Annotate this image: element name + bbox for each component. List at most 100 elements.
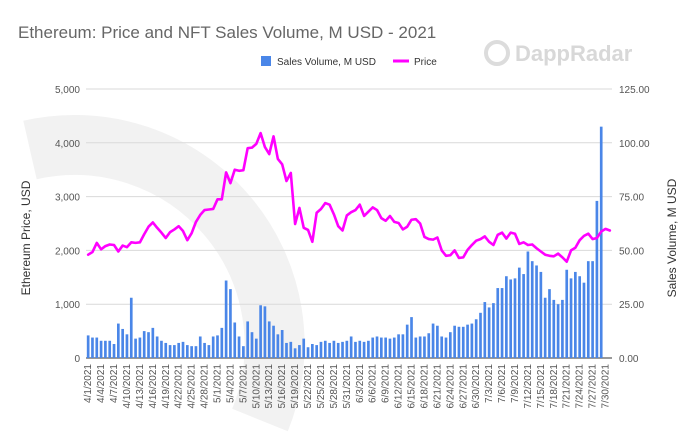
x-tick-label: 5/13/2021 [264,364,275,409]
sales-bar [129,297,133,358]
x-tick-label: 7/15/2021 [536,364,547,409]
sales-bar [354,341,357,358]
sales-bar [345,340,349,358]
x-tick-label: 6/15/2021 [407,364,418,409]
watermark: DappRadar [23,40,633,432]
sales-bar [298,345,301,358]
sales-bar [341,341,344,358]
x-tick-label: 7/27/2021 [588,364,599,409]
sales-bar [116,323,120,358]
sales-bar [147,332,150,358]
sales-bar [160,340,163,358]
price-series-line [86,131,612,264]
sales-bar [285,342,288,358]
sales-bar [203,342,206,358]
sales-bar [509,279,513,358]
y-right-tick-label: 125.00 [619,85,650,96]
x-tick-label: 6/21/2021 [432,364,443,409]
sales-bar [336,342,340,358]
sales-bar [375,336,379,358]
sales-volume-bars [86,126,603,358]
sales-bar [349,336,353,358]
x-tick-label: 6/27/2021 [458,364,469,409]
sales-bar [410,317,413,358]
sales-bar [440,336,444,358]
sales-bar [272,325,275,358]
chart-title: Ethereum: Price and NFT Sales Volume, M … [18,23,436,42]
sales-bar [276,334,280,358]
x-tick-label: 6/24/2021 [445,364,456,409]
x-tick-label: 5/19/2021 [290,364,301,409]
x-tick-label: 4/1/2021 [83,364,94,403]
sales-bar [237,336,241,358]
sales-bar [565,269,569,358]
sales-bar [155,336,159,358]
sales-bar [293,348,297,358]
sales-bar [185,345,189,358]
sales-bar [431,323,435,358]
sales-bar [569,278,573,358]
sales-bar [496,288,500,358]
sales-bar [173,345,176,358]
sales-bar [168,345,172,358]
sales-bar [392,337,396,358]
sales-bar [513,278,517,358]
legend-label-price: Price [414,57,437,68]
price-line [86,131,612,264]
sales-bar [332,340,336,358]
sales-bar [487,307,491,358]
x-tick-label: 4/7/2021 [109,364,120,403]
x-tick-label: 5/25/2021 [316,364,327,409]
sales-bar [423,336,426,358]
sales-bar [448,332,452,358]
sales-bar [379,337,383,358]
x-tick-label: 5/1/2021 [213,364,224,403]
y-right-tick-label: 50.00 [619,246,644,257]
x-tick-label: 7/6/2021 [497,364,508,403]
sales-bar [552,299,556,358]
sales-bar [466,324,469,358]
sales-bar [505,276,508,358]
sales-bar [556,304,560,358]
y-left-tick-label: 0 [74,354,80,365]
sales-bar [315,345,319,358]
sales-bar [250,332,254,358]
sales-bar [233,322,237,358]
sales-bar [242,346,245,358]
sales-bar [207,345,211,358]
sales-bar [142,331,146,358]
x-tick-label: 5/28/2021 [329,364,340,409]
sales-bar [492,303,495,358]
sales-bar [164,342,168,358]
sales-bar [453,325,456,358]
sales-bar [414,337,418,358]
sales-bar [267,321,271,358]
x-tick-label: 7/12/2021 [523,364,534,409]
sales-bar [418,336,422,358]
sales-bar [591,261,594,358]
x-tick-label: 4/22/2021 [174,364,185,409]
y-axis-left-title: Ethereum Price, USD [19,180,33,295]
y-right-tick-label: 0.00 [619,354,639,365]
sales-bar [397,334,400,358]
x-tick-label: 5/4/2021 [225,364,236,403]
sales-bar [582,282,586,358]
x-tick-label: 4/16/2021 [148,364,159,409]
sales-bar [479,312,482,358]
sales-bar [526,251,530,358]
x-tick-label: 5/10/2021 [251,364,262,409]
x-tick-label: 7/30/2021 [601,364,612,409]
x-tick-label: 6/18/2021 [419,364,430,409]
y-axis-right-title: Sales Volume, M USD [665,178,679,297]
sales-bar [444,337,448,358]
sales-bar [254,338,258,358]
sales-bar [561,299,564,358]
x-tick-label: 4/28/2021 [200,364,211,409]
sales-bar [427,333,431,358]
sales-bar [586,261,590,358]
sales-bar [289,341,293,358]
sales-bar [530,261,534,358]
sales-bar [384,337,387,358]
